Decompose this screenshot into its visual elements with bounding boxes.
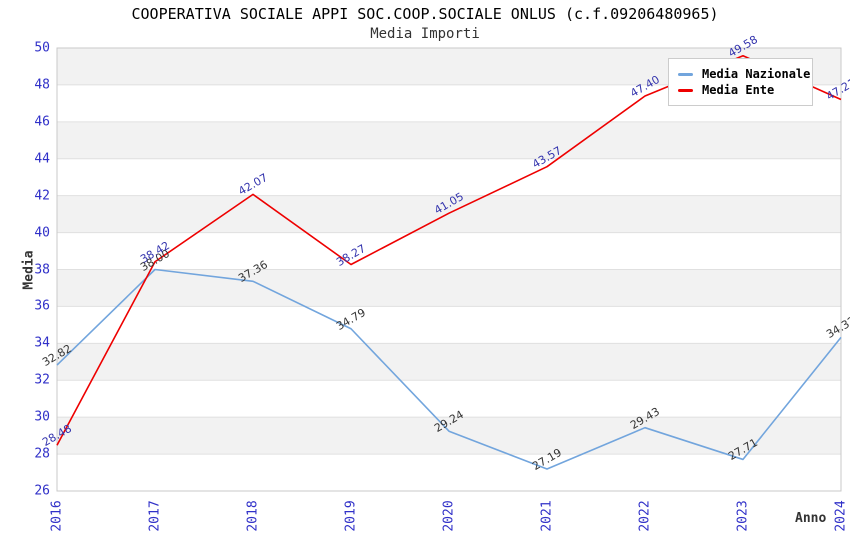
x-tick-label: 2016 [49, 500, 65, 532]
plot-band [57, 195, 841, 233]
x-tick-label: 2017 [147, 500, 163, 532]
y-tick-label: 48 [34, 77, 50, 93]
y-axis-title: Media [21, 250, 37, 290]
x-tick-label: 2022 [637, 500, 653, 532]
legend-line-swatch [678, 88, 693, 92]
y-tick-label: 26 [34, 483, 50, 499]
x-tick-label: 2023 [735, 500, 751, 532]
series-line-media-ente [56, 54, 842, 446]
x-axis-title: Anno [795, 511, 827, 526]
y-tick-label: 44 [34, 151, 50, 167]
legend-line-swatch [678, 72, 693, 76]
series-line-media-nazionale [56, 268, 842, 470]
y-tick-label: 34 [34, 335, 50, 351]
plot-band [57, 417, 841, 455]
y-tick-label: 36 [34, 298, 50, 314]
y-tick-label: 50 [34, 40, 50, 56]
y-tick-label: 32 [34, 372, 50, 388]
legend-label: Media Nazionale [702, 67, 811, 81]
chart-subtitle: Media Importi [370, 26, 480, 42]
x-tick-label: 2021 [539, 500, 555, 532]
chart-title: COOPERATIVA SOCIALE APPI SOC.COOP.SOCIAL… [131, 5, 719, 23]
plot-band [57, 121, 841, 159]
y-tick-label: 30 [34, 409, 50, 425]
y-tick-label: 42 [34, 188, 50, 204]
y-tick-label: 40 [34, 225, 50, 241]
legend-item-media-nazionale[interactable]: Media Nazionale [678, 66, 810, 82]
plot-border [56, 47, 842, 492]
x-tick-label: 2019 [343, 500, 359, 532]
x-tick-label: 2024 [833, 500, 849, 532]
legend: Media Nazionale Media Ente [668, 58, 813, 106]
legend-item-media-ente[interactable]: Media Ente [678, 82, 806, 98]
x-tick-label: 2020 [441, 500, 457, 532]
plot-band [57, 269, 841, 307]
y-tick-label: 46 [34, 114, 50, 130]
legend-label: Media Ente [702, 83, 775, 97]
x-tick-label: 2018 [245, 500, 261, 532]
y-tick-label: 38 [34, 262, 50, 277]
y-tick-label: 28 [34, 446, 50, 462]
plot-band [57, 343, 841, 381]
